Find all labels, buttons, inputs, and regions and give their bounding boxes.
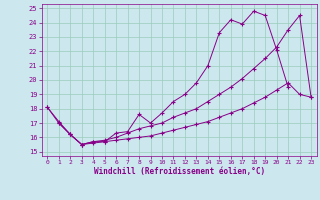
X-axis label: Windchill (Refroidissement éolien,°C): Windchill (Refroidissement éolien,°C) xyxy=(94,167,265,176)
